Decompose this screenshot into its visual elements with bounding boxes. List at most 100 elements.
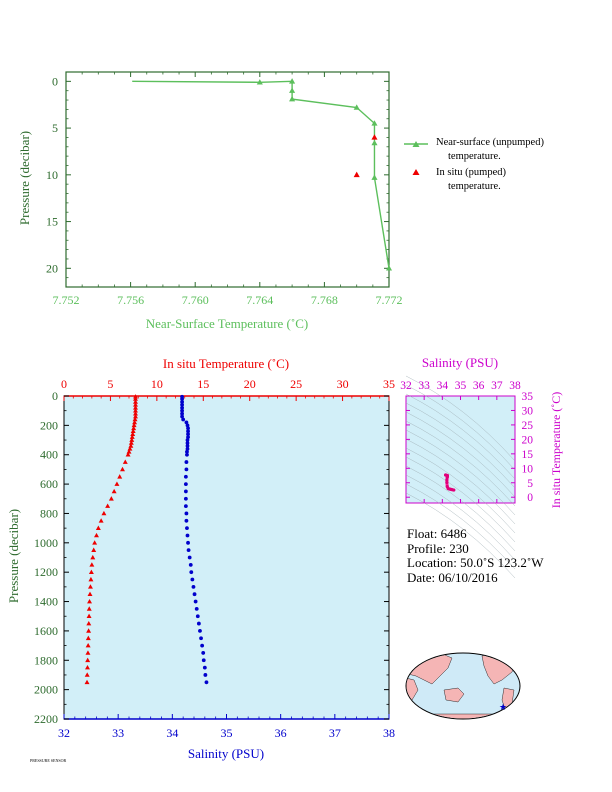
- pressure-tick-label: 1600: [34, 624, 58, 638]
- temperature-tick-label: 25: [290, 377, 302, 391]
- profile-plot-frame: [63, 395, 390, 720]
- temperature-point: [85, 635, 91, 641]
- temperature-point: [88, 569, 94, 575]
- salinity-point: [180, 397, 184, 401]
- temperature-point: [131, 425, 137, 431]
- salinity-tick-label: 32: [58, 726, 70, 740]
- temperature-tick-label: 30: [337, 377, 349, 391]
- temperature-tick-label: 10: [151, 377, 163, 391]
- profile-series: [84, 394, 209, 685]
- temperature-point: [133, 411, 138, 416]
- legend-in-situ-marker: [412, 169, 420, 175]
- salinity-point: [185, 449, 189, 454]
- salinity-point: [183, 474, 188, 479]
- ts-point: [445, 480, 449, 485]
- salinity-tick-label: 35: [221, 726, 233, 740]
- salinity-point: [185, 438, 190, 442]
- salinity-point: [203, 673, 208, 677]
- temperature-point: [125, 452, 131, 457]
- salinity-point: [204, 680, 209, 685]
- ts-y-tick-label: 35: [522, 391, 534, 403]
- salinity-point: [180, 399, 184, 404]
- temperature-point: [85, 650, 91, 655]
- y-tick-label: 15: [46, 215, 58, 229]
- temperature-tick-label: 0: [61, 377, 67, 391]
- salinity-point: [187, 555, 192, 560]
- ts-y-tick-label: 5: [527, 478, 533, 490]
- density-contour: [405, 438, 516, 525]
- density-contour: [405, 411, 516, 498]
- land-australia: [443, 687, 465, 703]
- temperature-point: [98, 518, 104, 523]
- ts-x-tick-label: 32: [400, 380, 412, 392]
- float-id: Float: 6486: [407, 526, 467, 541]
- salinity-point: [186, 432, 190, 437]
- temperature-point: [85, 642, 91, 648]
- salinity-tick-label: 34: [166, 726, 178, 740]
- salinity-point: [201, 651, 206, 655]
- salinity-point: [188, 562, 193, 567]
- legend-near-surface-label-2: temperature.: [448, 151, 501, 162]
- near-surface-plot-frame: [65, 71, 390, 288]
- near-surface-point: [256, 79, 263, 85]
- ts-x-tick-label: 34: [437, 380, 449, 392]
- temperature-point: [105, 503, 111, 508]
- temperature-point: [122, 459, 128, 464]
- pressure-tick-label: 2200: [34, 712, 58, 726]
- x-tick-label: 7.764: [246, 293, 273, 307]
- salinity-tick-label: 36: [275, 726, 287, 740]
- x-tick-label: 7.768: [311, 293, 338, 307]
- salinity-point: [190, 577, 195, 582]
- pressure-tick-label: 2000: [34, 683, 58, 697]
- ts-series: [444, 473, 456, 492]
- pressure-tick-label: 1200: [34, 565, 58, 579]
- density-contour: [405, 384, 516, 471]
- density-contour: [405, 393, 516, 480]
- salinity-point: [183, 489, 188, 494]
- salinity-point: [186, 540, 190, 545]
- temperature-point: [131, 422, 137, 428]
- salinity-point: [180, 408, 184, 413]
- temperature-point: [130, 431, 136, 436]
- salinity-point: [202, 665, 207, 670]
- ts-y-tick-label: 10: [522, 463, 534, 475]
- profile-ticks: 0 5 10 15 20 25 30 35 32 33 34 35 36 37 38 0 200 400 600 80…: [34, 377, 395, 740]
- density-contour: [405, 402, 516, 489]
- salinity-point: [186, 426, 190, 431]
- salinity-tick-label: 33: [112, 726, 124, 740]
- date: Date: 06/10/2016: [407, 569, 498, 585]
- temperature-point: [85, 665, 90, 670]
- in-situ-point: [353, 171, 360, 178]
- ts-y-tick-label: 30: [522, 405, 534, 417]
- salinity-point: [183, 504, 188, 509]
- salinity-point: [185, 441, 190, 445]
- temperature-point: [87, 591, 93, 597]
- near-surface-point: [289, 78, 296, 84]
- world-map: ★: [405, 652, 521, 720]
- x-tick-label: 7.772: [376, 293, 403, 307]
- density-contour: [405, 447, 516, 534]
- near-surface-point: [385, 265, 393, 271]
- legend-in-situ-label-2: temperature.: [448, 181, 501, 192]
- y-tick-label: 10: [46, 168, 58, 182]
- salinity-point: [185, 446, 190, 451]
- near-surface-point: [371, 120, 378, 126]
- temperature-point: [85, 657, 91, 663]
- temperature-point: [84, 672, 90, 677]
- salinity-point: [180, 414, 184, 419]
- temperature-point: [133, 396, 138, 401]
- near-surface-point: [353, 104, 360, 110]
- ts-x-tick-label: 33: [418, 380, 430, 392]
- pressure-tick-label: 200: [40, 418, 58, 432]
- ts-y-tick-label: 15: [522, 449, 534, 461]
- temperature-point: [132, 416, 138, 422]
- profile-chart: 0 5 10 15 20 25 30 35 32 33 34 35 36 37 38 0 200 400 600 80…: [6, 356, 395, 761]
- density-contour: [405, 492, 516, 579]
- temperature-point: [133, 405, 138, 410]
- ts-y-tick-label: 25: [522, 420, 534, 432]
- temperature-tick-label: 35: [383, 377, 395, 391]
- y-tick-label: 20: [46, 261, 58, 275]
- salinity-point: [180, 405, 184, 410]
- ts-point: [445, 475, 449, 479]
- salinity-point: [192, 592, 197, 597]
